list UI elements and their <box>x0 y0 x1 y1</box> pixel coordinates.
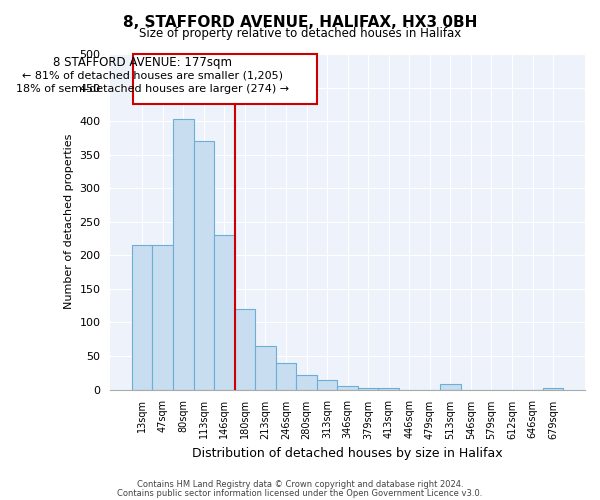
Text: ← 81% of detached houses are smaller (1,205): ← 81% of detached houses are smaller (1,… <box>22 70 283 81</box>
Text: Size of property relative to detached houses in Halifax: Size of property relative to detached ho… <box>139 28 461 40</box>
Bar <box>543 388 563 390</box>
Bar <box>133 54 317 104</box>
Bar <box>152 246 173 390</box>
Bar <box>132 246 152 390</box>
X-axis label: Distribution of detached houses by size in Halifax: Distribution of detached houses by size … <box>193 447 503 460</box>
Bar <box>173 119 194 390</box>
Text: 8 STAFFORD AVENUE: 177sqm: 8 STAFFORD AVENUE: 177sqm <box>53 56 232 68</box>
Bar <box>255 346 276 390</box>
Bar <box>440 384 461 390</box>
Bar <box>194 141 214 390</box>
Text: Contains HM Land Registry data © Crown copyright and database right 2024.: Contains HM Land Registry data © Crown c… <box>137 480 463 489</box>
Bar <box>379 388 399 390</box>
Bar <box>337 386 358 390</box>
Bar <box>214 235 235 390</box>
Bar <box>358 388 379 390</box>
Bar <box>235 309 255 390</box>
Text: 8, STAFFORD AVENUE, HALIFAX, HX3 0BH: 8, STAFFORD AVENUE, HALIFAX, HX3 0BH <box>123 15 477 30</box>
Y-axis label: Number of detached properties: Number of detached properties <box>64 134 74 310</box>
Bar <box>276 362 296 390</box>
Bar <box>317 380 337 390</box>
Bar <box>296 375 317 390</box>
Text: Contains public sector information licensed under the Open Government Licence v3: Contains public sector information licen… <box>118 488 482 498</box>
Text: 18% of semi-detached houses are larger (274) →: 18% of semi-detached houses are larger (… <box>16 84 289 94</box>
